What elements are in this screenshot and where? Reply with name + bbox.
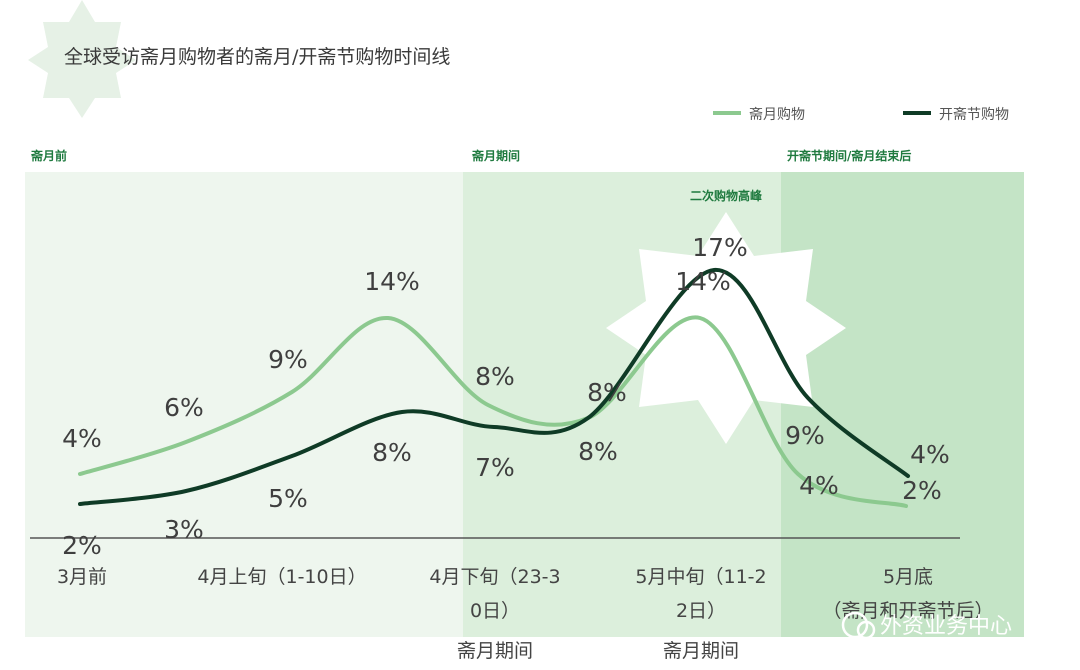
x-tick-label-2: 4月上旬（1-10日）: [197, 566, 366, 588]
wechat-icon: [841, 611, 869, 639]
data-label-eid-6: 8%: [578, 437, 618, 466]
phase-label-ramadan: 斋月期间: [471, 148, 520, 163]
x-tick-label-3: 4月下旬（23-3 0日）: [429, 566, 560, 622]
phase-label-pre-ramadan: 斋月前: [30, 148, 67, 163]
data-label-ramadan-6: 8%: [587, 378, 627, 407]
data-label-ramadan-7: 14%: [675, 267, 731, 296]
watermark: 外资业务中心: [841, 611, 1012, 640]
star-decoration-title: [28, 0, 136, 118]
legend-label-eid: 开斋节购物: [939, 106, 1009, 123]
data-label-eid-4: 8%: [372, 438, 412, 467]
data-label-eid-2: 3%: [164, 515, 204, 544]
chart-title: 全球受访斋月购物者的斋月/开斋节购物时间线: [64, 46, 450, 68]
phase-band-pre-ramadan: [25, 172, 463, 637]
wechat-icon-secondary: [856, 620, 876, 640]
data-label-ramadan-9: 2%: [902, 476, 942, 505]
peak-annotation: 二次购物高峰: [690, 188, 763, 203]
data-label-ramadan-1: 4%: [62, 424, 102, 453]
legend-label-ramadan: 斋月购物: [749, 106, 805, 123]
x-sublabel-4: 斋月期间: [663, 640, 739, 662]
phase-label-eid: 开斋节期间/斋月结束后: [787, 148, 911, 163]
x-tick-label-1: 3月前: [57, 566, 107, 588]
data-label-eid-9: 4%: [910, 440, 950, 469]
series-line-ramadan: [78, 315, 908, 508]
data-label-ramadan-2: 6%: [164, 393, 204, 422]
data-label-eid-7: 17%: [692, 233, 748, 262]
data-label-ramadan-4: 14%: [364, 267, 420, 296]
data-label-ramadan-5: 8%: [475, 362, 515, 391]
x-tick-label-4: 5月中旬（11-2 2日）: [635, 566, 766, 622]
legend: 斋月购物 开斋节购物: [713, 106, 1009, 123]
series-line-eid: [78, 267, 910, 506]
watermark-text: 外资业务中心: [880, 614, 1012, 639]
data-label-ramadan-8: 4%: [799, 471, 839, 500]
data-label-ramadan-3: 9%: [268, 345, 308, 374]
data-label-eid-1: 2%: [62, 531, 102, 560]
phase-band-eid: [781, 172, 1024, 637]
star-decoration-peak: [606, 212, 846, 444]
data-label-eid-8: 9%: [785, 421, 825, 450]
x-sublabel-3: 斋月期间: [457, 640, 533, 662]
data-label-eid-5: 7%: [475, 453, 515, 482]
x-tick-label-5: 5月底（斋月和开斋节后）: [822, 566, 993, 622]
data-label-eid-3: 5%: [268, 484, 308, 513]
